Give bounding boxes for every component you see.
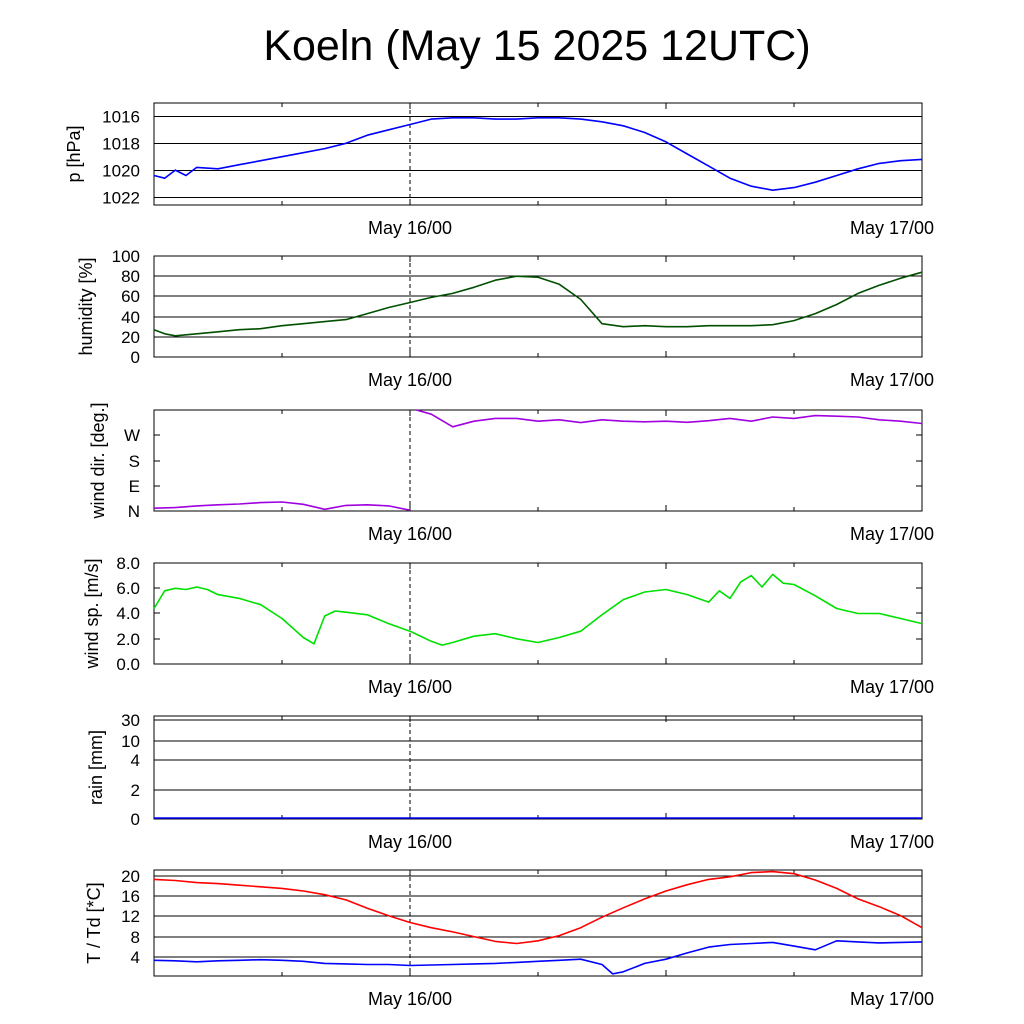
y-tick-label: 4 — [131, 948, 140, 967]
x-tick-label: May 16/00 — [368, 370, 452, 390]
x-tick-label: May 16/00 — [368, 832, 452, 852]
x-tick-label: May 17/00 — [850, 989, 934, 1009]
y-tick-label: 1020 — [102, 162, 140, 181]
y-axis-label: humidity [%] — [76, 257, 96, 355]
y-tick-label: N — [128, 502, 140, 521]
y-axis-label: p [hPa] — [64, 125, 84, 182]
y-axis-label: wind dir. [deg.] — [88, 402, 108, 519]
x-tick-label: May 17/00 — [850, 370, 934, 390]
y-tick-label: 4.0 — [116, 604, 140, 623]
y-tick-label: 0.0 — [116, 655, 140, 674]
y-axis-label: T / Td [*C] — [84, 882, 104, 963]
plot-frame — [153, 255, 923, 358]
series-line-dewpoint — [153, 939, 923, 975]
y-tick-label: 16 — [121, 887, 140, 906]
plot-frame — [153, 715, 923, 820]
y-tick-label: 40 — [121, 308, 140, 327]
y-tick-label: W — [124, 426, 140, 445]
y-tick-label: 6.0 — [116, 579, 140, 598]
panel-4: 0 2 410 30 rain [mm] May 16/00 May 17/00 — [86, 711, 934, 852]
series-line-wind_speed — [153, 573, 923, 646]
y-tick-label: S — [129, 452, 140, 471]
y-axis-label: wind sp. [m/s] — [82, 558, 102, 669]
panel-3: 0.0 2.0 4.0 6.0 8.0 wind sp. [m/s] May 16/00 Ma… — [82, 554, 934, 697]
y-tick-label: 8.0 — [116, 554, 140, 573]
x-tick-label: May 17/00 — [850, 832, 934, 852]
x-tick-label: May 16/00 — [368, 218, 452, 238]
y-tick-label: 1018 — [102, 135, 140, 154]
series-line-wind_dir — [153, 501, 411, 511]
y-tick-label: 0 — [131, 348, 140, 367]
y-tick-label: 100 — [112, 247, 140, 266]
y-tick-label: 2.0 — [116, 630, 140, 649]
series-line-temperature — [153, 870, 923, 945]
y-tick-label: E — [129, 477, 140, 496]
y-tick-label: 20 — [121, 328, 140, 347]
series-line-pressure — [153, 117, 923, 191]
series-line-wind_dir — [416, 409, 923, 428]
y-tick-label: 4 — [131, 751, 140, 770]
y-tick-label: 10 — [121, 732, 140, 751]
y-axis-label: rain [mm] — [86, 730, 106, 805]
y-tick-label: 80 — [121, 267, 140, 286]
y-tick-label: 30 — [121, 711, 140, 730]
y-tick-label: 8 — [131, 928, 140, 947]
y-tick-label: 2 — [131, 781, 140, 800]
y-tick-label: 0 — [131, 810, 140, 829]
y-tick-label: 12 — [121, 907, 140, 926]
x-tick-label: May 16/00 — [368, 677, 452, 697]
x-tick-label: May 16/00 — [368, 524, 452, 544]
x-tick-label: May 16/00 — [368, 989, 452, 1009]
x-tick-label: May 17/00 — [850, 524, 934, 544]
y-tick-label: 1022 — [102, 189, 140, 208]
series-line-humidity — [153, 271, 923, 337]
y-tick-label: 60 — [121, 287, 140, 306]
x-tick-label: May 17/00 — [850, 218, 934, 238]
plot-frame — [153, 562, 923, 665]
y-tick-label: 20 — [121, 867, 140, 886]
panel-0: 1016 1018 1020 1022 p [hPa] May 16/00 May 17/0… — [64, 102, 934, 238]
plot-frame — [153, 409, 923, 512]
x-tick-label: May 17/00 — [850, 677, 934, 697]
chart-title: Koeln (May 15 2025 12UTC) — [263, 22, 811, 70]
y-tick-label: 1016 — [102, 108, 140, 127]
